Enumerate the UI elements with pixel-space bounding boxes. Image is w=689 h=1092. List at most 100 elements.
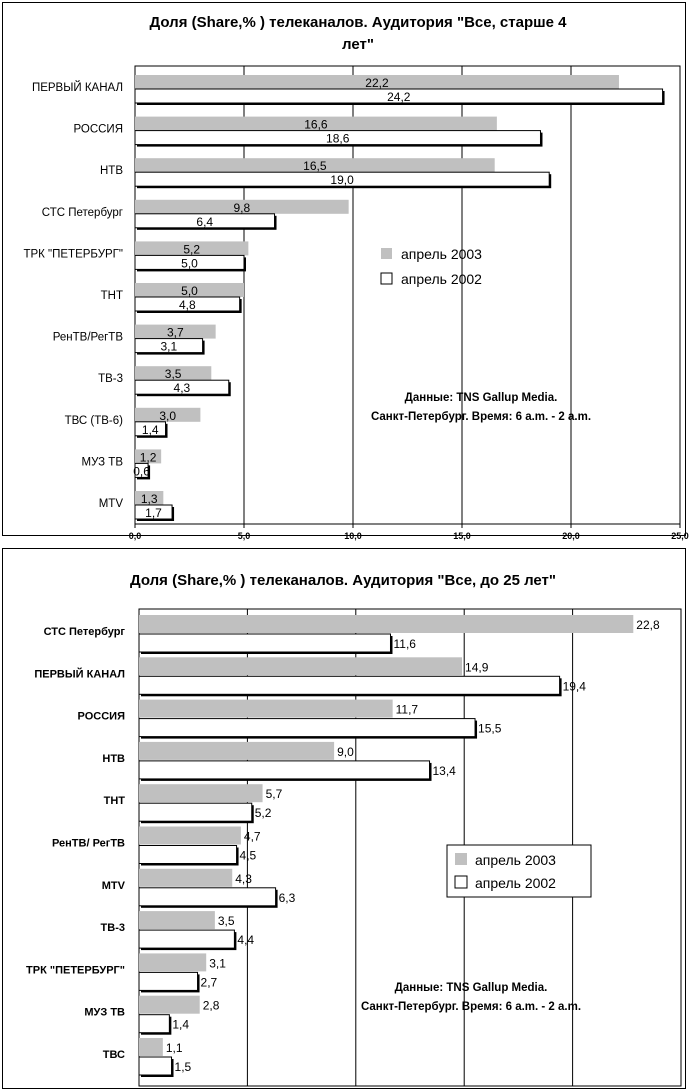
category-label: СТС Петербург [42, 207, 123, 219]
bar-2002 [138, 1014, 170, 1034]
data-label-2002: 18,6 [326, 132, 350, 146]
data-source-note: Санкт-Петербург. Время: 6 a.m. - 2 a.m. [361, 1001, 581, 1013]
bar-2003 [135, 283, 244, 297]
bar-2002 [134, 213, 276, 229]
legend-box [446, 844, 592, 898]
category-label: РОССИЯ [73, 124, 123, 136]
data-label-2003: 3,7 [167, 326, 184, 340]
bar-2003 [135, 116, 497, 131]
category-label: ТНТ [104, 795, 126, 807]
category-label: ТВ-3 [98, 373, 123, 385]
data-label-2002: 1,4 [142, 423, 159, 437]
bar-2002 [134, 462, 149, 478]
category-label: MTV [102, 880, 126, 892]
chart-title: лет" [342, 36, 374, 53]
bar-2002 [138, 802, 253, 822]
legend-swatch-2003 [455, 853, 467, 865]
x-tick-label: 20,0 [562, 531, 580, 541]
bar-2003 [139, 1038, 163, 1056]
data-label-2002: 6,4 [196, 215, 213, 229]
bar-2002 [134, 254, 245, 270]
legend-label-2003: апрель 2003 [475, 852, 556, 868]
x-tick-label: 10,0 [344, 531, 362, 541]
bar-2002 [138, 633, 391, 653]
bar-2003 [135, 449, 162, 464]
chart-2: Доля (Share,% ) телеканалов. Аудитория "… [26, 572, 682, 1087]
data-label-2002: 4,8 [179, 298, 196, 312]
data-label-2002: 15,5 [478, 722, 502, 736]
data-label-2002: 4,3 [174, 381, 191, 395]
data-label-2002: 4,5 [240, 849, 257, 863]
data-source-note: Санкт-Петербург. Время: 6 a.m. - 2 a.m. [371, 411, 591, 423]
bar-2003 [139, 615, 634, 633]
category-label: РОССИЯ [78, 711, 126, 723]
data-label-2002: 4,4 [237, 933, 254, 947]
data-label-2003: 22,8 [636, 618, 660, 632]
category-label: МУЗ ТВ [84, 1007, 125, 1019]
data-label-2003: 11,7 [396, 703, 419, 717]
bar-2003 [139, 868, 233, 887]
data-label-2003: 5,0 [181, 284, 198, 298]
bar-2002 [138, 760, 431, 780]
bar-2003 [139, 826, 241, 845]
data-label-2002: 1,4 [172, 1018, 189, 1032]
data-label-2003: 5,2 [183, 242, 200, 256]
data-label-2003: 9,8 [233, 201, 250, 215]
bar-2002 [138, 675, 561, 695]
bar-2002 [134, 88, 664, 104]
x-tick-label: 5,0 [238, 531, 251, 541]
bar-2002 [138, 718, 476, 738]
bar-2003 [139, 911, 215, 930]
category-label: РенТВ/РегТВ [53, 332, 124, 344]
data-label-2002: 19,0 [330, 173, 354, 187]
data-label-2003: 5,7 [266, 787, 283, 801]
bar-2003 [135, 407, 201, 422]
legend-swatch-2002 [380, 272, 393, 285]
data-label-2002: 1,5 [175, 1060, 192, 1074]
category-label: НТВ [100, 165, 123, 177]
data-label-2003: 14,9 [465, 660, 489, 674]
chart-1: Доля (Share,% ) телеканалов. Аудитория "… [23, 14, 688, 541]
category-label: ТВ-3 [101, 922, 125, 934]
bar-2002 [138, 971, 199, 991]
category-label: ТВС [103, 1049, 125, 1061]
bar-2003 [135, 158, 495, 173]
category-label: MTV [99, 498, 124, 510]
bar-2003 [139, 784, 263, 803]
data-label-2002: 13,4 [433, 764, 457, 778]
chart-title: Доля (Share,% ) телеканалов. Аудитория "… [150, 14, 568, 31]
bar-2002 [138, 845, 238, 864]
data-label-2003: 3,5 [165, 367, 182, 381]
data-label-2002: 5,2 [255, 806, 272, 820]
data-label-2003: 2,8 [203, 999, 220, 1013]
bar-2002 [134, 296, 241, 312]
x-tick-label: 15,0 [453, 531, 471, 541]
category-label: НТВ [102, 753, 125, 765]
category-label: ТНТ [101, 290, 123, 302]
data-label-2003: 3,5 [218, 914, 235, 928]
bar-2003 [139, 657, 463, 676]
legend-swatch-2003 [381, 248, 392, 259]
category-label: ТРК "ПЕТЕРБУРГ" [23, 248, 123, 260]
category-label: СТС Петербург [44, 626, 126, 638]
bar-2002 [134, 504, 173, 520]
data-label-2002: 3,1 [160, 340, 177, 354]
data-label-2003: 3,1 [209, 956, 226, 970]
bar-2002 [134, 171, 550, 187]
bar-2003 [139, 699, 393, 718]
data-source-note: Данные: TNS Gallup Media. [405, 392, 558, 404]
data-label-2002: 2,7 [201, 975, 218, 989]
data-label-2002: 5,0 [181, 256, 198, 270]
legend-label-2002: апрель 2002 [475, 875, 556, 891]
data-label-2003: 16,6 [304, 118, 328, 132]
data-label-2003: 16,5 [303, 159, 327, 173]
chart-panel-2: Доля (Share,% ) телеканалов. Аудитория "… [2, 548, 686, 1089]
data-label-2002: 1,7 [145, 506, 162, 520]
data-label-2002: 0,6 [133, 464, 150, 478]
bar-2003 [139, 741, 335, 760]
chart-title: Доля (Share,% ) телеканалов. Аудитория "… [130, 572, 556, 589]
chart-panel-1: Доля (Share,% ) телеканалов. Аудитория "… [2, 2, 689, 541]
bar-2003 [139, 995, 200, 1014]
bar-2002 [138, 1056, 173, 1076]
category-label: ПЕРВЫЙ КАНАЛ [32, 81, 123, 94]
